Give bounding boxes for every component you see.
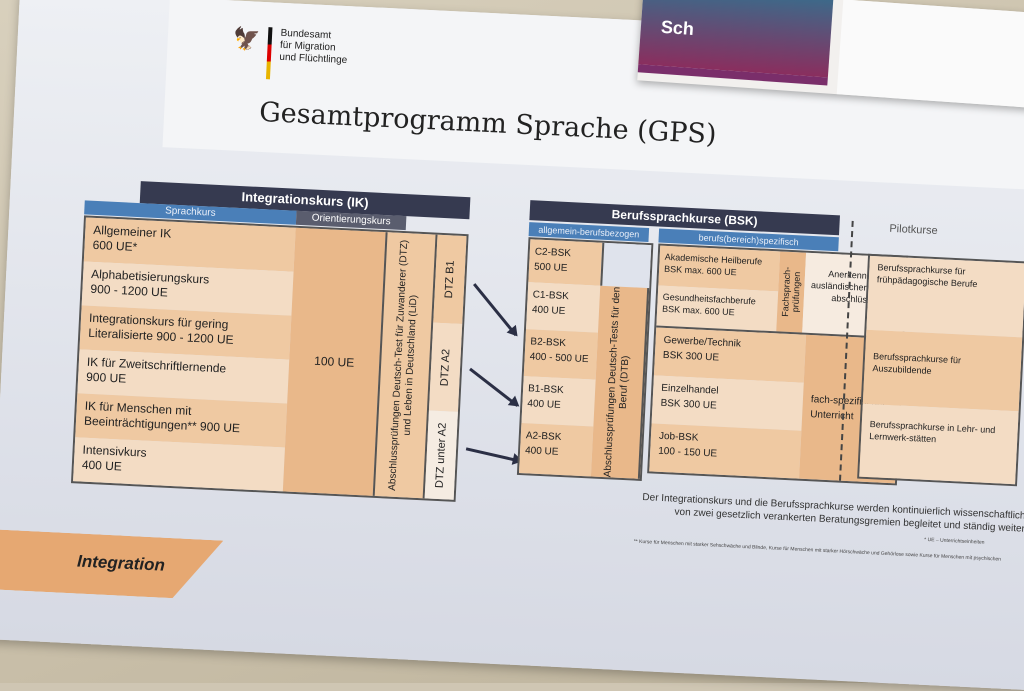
magazine-cover: Sch — [637, 0, 834, 86]
arrow-icon — [469, 367, 519, 407]
german-flag-icon — [266, 27, 273, 80]
pilot-course: Berufssprachkurse für Auszubildende — [862, 329, 1023, 412]
pilot-course: Berufssprachkurse in Lehr- und Lernwerk-… — [859, 403, 1019, 485]
ik-course: Intensivkurs 400 UE — [73, 437, 285, 492]
ik-level: DTZ A2 — [428, 322, 463, 412]
magazine-title: Sch — [660, 16, 695, 40]
logo-line: und Flüchtlinge — [279, 51, 348, 67]
bsk-course: Einzelhandel BSK 300 UE — [651, 375, 804, 431]
bsk-course: B1-BSK 400 UE — [521, 376, 596, 427]
bsk-general-box: C2-BSK 500 UE C1-BSK 400 UE B2-BSK 400 - 50… — [516, 237, 654, 481]
arrow-icon — [473, 283, 518, 337]
bsk-course: Job-BSK 100 - 150 UE — [649, 423, 802, 479]
pilot-course: Berufssprachkurse für frühpädagogische B… — [866, 255, 1024, 338]
bsk-dtb-exam: Abschlussprüfungen Deutsch-Tests für den… — [590, 285, 650, 479]
ik-box: Allgemeiner IK 600 UE* Alphabetisierungsk… — [70, 215, 469, 502]
bsk-course: Gewerbe/Technik BSK 300 UE — [653, 327, 807, 383]
note: Der Integrationskurs und die Berufssprac… — [642, 492, 1024, 535]
bsk-course: C1-BSK 400 UE — [526, 282, 601, 333]
arrow-icon — [465, 447, 522, 463]
bamf-logo: 🦅 Bundesamt für Migration und Flüchtling… — [231, 25, 349, 83]
bsk-fachsprachpruefungen: Fachsprach-prüfungen — [776, 251, 807, 333]
footnote: * UE – Unterrichtseinheiten — [924, 536, 985, 546]
bsk-course: Akademische Heilberufe BSK max. 600 UE — [658, 245, 781, 292]
bsk-course: Gesundheitsfachberufe BSK max. 600 UE — [656, 285, 779, 332]
ik-level: DTZ unter A2 — [424, 410, 458, 500]
eagle-icon: 🦅 — [232, 25, 261, 52]
bsk-course: B2-BSK 400 - 500 UE — [523, 329, 598, 380]
bsk-course: C2-BSK 500 UE — [528, 239, 603, 286]
pilot-box: Berufssprachkurse für frühpädagogische B… — [857, 253, 1024, 487]
pilot-header: Pilotkurse — [889, 222, 938, 238]
magazine-page — [836, 0, 1024, 110]
bsk-course: A2-BSK 400 UE — [519, 423, 594, 477]
integration-label: Integration — [76, 551, 166, 575]
ik-orientation-hours: 100 UE — [282, 227, 386, 496]
ik-level: DTZ B1 — [433, 234, 467, 325]
integration-banner: Integration — [0, 529, 223, 601]
